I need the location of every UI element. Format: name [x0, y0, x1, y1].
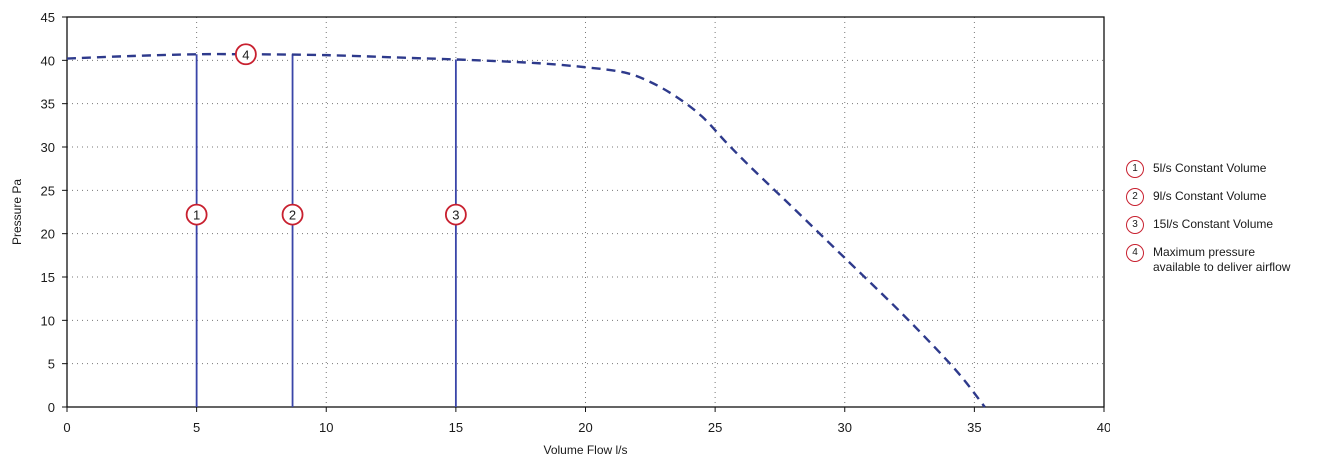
curve-markers: 1 2 3 4 [185, 43, 467, 226]
legend-item-3: 3 15l/s Constant Volume [1126, 216, 1316, 234]
y-axis-ticks: 0 5 10 15 20 25 30 35 40 45 [41, 10, 67, 415]
y-tick-label-2: 10 [41, 313, 55, 328]
x-tick-label-3: 15 [449, 420, 463, 435]
y-tick-label-8: 40 [41, 53, 55, 68]
legend-item-2: 2 9l/s Constant Volume [1126, 188, 1316, 206]
fan-curve-line [66, 52, 986, 408]
marker-label-1: 1 [193, 208, 200, 223]
y-tick-label-3: 15 [41, 270, 55, 285]
y-tick-label-1: 5 [48, 357, 55, 372]
grid [67, 17, 1104, 407]
legend: 1 5l/s Constant Volume 2 9l/s Constant V… [1126, 160, 1316, 285]
marker-3: 3 [444, 203, 467, 226]
marker-circle-1 [185, 203, 208, 226]
y-tick-label-6: 30 [41, 140, 55, 155]
marker-label-4: 4 [242, 47, 249, 62]
legend-badge-2: 2 [1126, 188, 1144, 206]
constant-volume-lines [195, 54, 457, 407]
x-tick-label-1: 5 [193, 420, 200, 435]
x-tick-label-5: 25 [708, 420, 722, 435]
y-tick-label-4: 20 [41, 227, 55, 242]
y-tick-label-5: 25 [41, 183, 55, 198]
marker-1: 1 [185, 203, 208, 226]
marker-label-2: 2 [289, 208, 296, 223]
y-tick-label-9: 45 [41, 10, 55, 25]
x-tick-label-2: 10 [319, 420, 333, 435]
x-tick-label-6: 30 [838, 420, 852, 435]
legend-item-4: 4 Maximum pressure available to deliver … [1126, 244, 1316, 275]
marker-label-3: 3 [452, 208, 459, 223]
x-axis-ticks: 0 5 10 15 20 25 30 35 40 [63, 407, 1110, 435]
legend-badge-3: 3 [1126, 216, 1144, 234]
legend-label-4: Maximum pressure available to deliver ai… [1153, 245, 1291, 274]
legend-item-1: 1 5l/s Constant Volume [1126, 160, 1316, 178]
x-tick-label-8: 40 [1097, 420, 1110, 435]
x-axis-label: Volume Flow l/s [543, 443, 627, 457]
y-axis-label: Pressure Pa [10, 179, 24, 245]
marker-circle-2 [281, 203, 304, 226]
marker-4: 4 [234, 43, 257, 66]
legend-badge-1: 1 [1126, 160, 1144, 178]
x-tick-label-7: 35 [967, 420, 981, 435]
marker-circle-4 [234, 43, 257, 66]
pressure-volume-chart: 0 5 10 15 20 25 30 35 40 0 5 10 15 20 25 30 35 40 45 1 2 3 4… [10, 10, 1110, 457]
marker-2: 2 [281, 203, 304, 226]
x-tick-label-4: 20 [578, 420, 592, 435]
marker-circle-3 [444, 203, 467, 226]
y-tick-label-7: 35 [41, 97, 55, 112]
legend-label-2: 9l/s Constant Volume [1153, 189, 1267, 203]
legend-label-1: 5l/s Constant Volume [1153, 161, 1267, 175]
fan-curve [66, 52, 986, 408]
legend-badge-4: 4 [1126, 244, 1144, 262]
y-tick-label-0: 0 [48, 400, 55, 415]
x-tick-label-0: 0 [63, 420, 70, 435]
legend-label-3: 15l/s Constant Volume [1153, 217, 1274, 231]
